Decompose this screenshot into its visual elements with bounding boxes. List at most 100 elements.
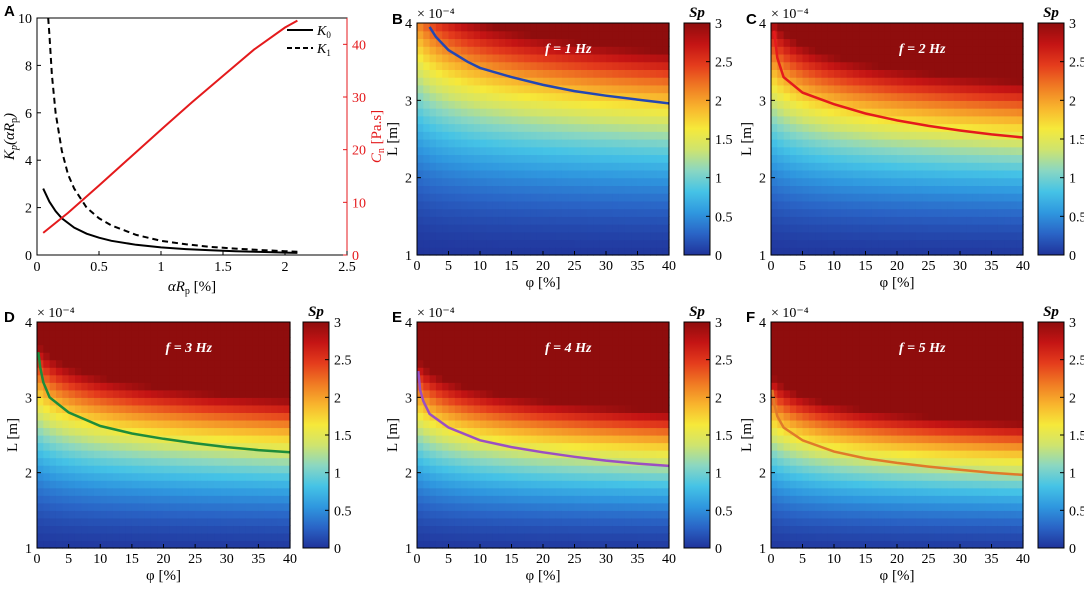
- heatmap-cell: [1016, 46, 1024, 55]
- heatmap-cell: [966, 247, 974, 256]
- heatmap-cell: [524, 404, 531, 413]
- heatmap-cell: [448, 540, 456, 549]
- heatmap-cell: [511, 495, 519, 504]
- heatmap-cell: [643, 193, 651, 202]
- heatmap-cell: [74, 472, 82, 481]
- heatmap-cell: [530, 404, 538, 413]
- heatmap-cell: [55, 472, 63, 481]
- heatmap-cell: [947, 139, 955, 148]
- heatmap-cell: [941, 108, 948, 117]
- heatmap-cell: [226, 329, 234, 338]
- heatmap-cell: [865, 193, 873, 202]
- heatmap-cell: [599, 216, 607, 225]
- heatmap-cell: [796, 185, 804, 194]
- heatmap-cell: [599, 367, 607, 376]
- heatmap-cell: [448, 450, 456, 459]
- heatmap-cell: [624, 322, 632, 331]
- heatmap-cell: [245, 457, 253, 466]
- heatmap-cell: [802, 61, 810, 70]
- heatmap-cell: [1004, 38, 1011, 47]
- heatmap-cell: [473, 115, 481, 125]
- heatmap-cell: [840, 247, 848, 256]
- heatmap-cell: [871, 177, 879, 186]
- heatmap-cell: [182, 427, 190, 436]
- heatmap-cell: [650, 329, 657, 338]
- heatmap-cell: [871, 185, 879, 194]
- heatmap-cell: [182, 382, 190, 391]
- heatmap-cell: [258, 329, 266, 338]
- heatmap-cell: [119, 374, 127, 383]
- heatmap-cell: [821, 200, 829, 210]
- heatmap-cell: [618, 442, 626, 451]
- heatmap-cell: [214, 457, 222, 466]
- heatmap-cell: [492, 427, 500, 436]
- heatmap-cell: [922, 115, 930, 125]
- heatmap-cell: [884, 162, 892, 171]
- heatmap-cell: [517, 193, 525, 202]
- heatmap-cell: [587, 480, 594, 489]
- heatmap-cell: [442, 465, 450, 474]
- heatmap-cell: [473, 427, 481, 436]
- heatmap-cell: [524, 139, 531, 148]
- heatmap-cell: [568, 450, 576, 459]
- heatmap-cell: [220, 374, 228, 383]
- heatmap-cell: [429, 84, 437, 94]
- heatmap-cell: [258, 457, 266, 466]
- heatmap-cell: [492, 84, 500, 94]
- heatmap-cell: [599, 115, 607, 125]
- heatmap-cell: [467, 540, 475, 549]
- heatmap-cell: [966, 162, 974, 171]
- heatmap-cell: [827, 115, 835, 125]
- heatmap-cell: [112, 502, 120, 511]
- heatmap-cell: [517, 169, 525, 179]
- heatmap-cell: [631, 23, 639, 32]
- heatmap-cell: [467, 359, 475, 368]
- heatmap-cell: [662, 185, 670, 194]
- heatmap-cell: [928, 216, 936, 225]
- heatmap-cell: [915, 46, 923, 55]
- heatmap-cell: [264, 465, 272, 474]
- heatmap-cell: [442, 123, 450, 132]
- heatmap-cell: [859, 61, 867, 70]
- heatmap-cell: [517, 224, 525, 233]
- heatmap-cell: [568, 115, 576, 125]
- heatmap-cell: [169, 525, 177, 534]
- heatmap-cell: [74, 427, 82, 436]
- heatmap-cell: [252, 510, 259, 519]
- heatmap-cell: [417, 38, 424, 47]
- heatmap-cell: [574, 139, 582, 148]
- heatmap-cell: [43, 442, 51, 451]
- heatmap-cell: [163, 510, 171, 519]
- heatmap-cell: [599, 208, 607, 217]
- heatmap-cell: [163, 525, 171, 534]
- heatmap-cell: [606, 131, 613, 140]
- heatmap-cell: [480, 162, 487, 171]
- heatmap-cell: [631, 231, 639, 241]
- heatmap-cell: [637, 329, 645, 338]
- heatmap-cell: [878, 208, 885, 217]
- heatmap-cell: [543, 131, 550, 140]
- heatmap-cell: [467, 30, 475, 40]
- heatmap-cell: [656, 61, 664, 70]
- heatmap-cell: [555, 487, 563, 496]
- heatmap-cell: [922, 224, 930, 233]
- heatmap-cell: [852, 185, 860, 194]
- heatmap-cell: [922, 216, 930, 225]
- heatmap-cell: [543, 177, 550, 186]
- heatmap-cell: [637, 185, 645, 194]
- heatmap-cell: [100, 465, 108, 474]
- heatmap-cell: [176, 397, 184, 406]
- heatmap-cell: [467, 239, 475, 248]
- heatmap-cell: [561, 46, 569, 55]
- heatmap-cell: [662, 69, 670, 78]
- heatmap-cell: [498, 419, 506, 429]
- heatmap-cell: [423, 216, 431, 225]
- heatmap-cell: [624, 53, 632, 63]
- heatmap-cell: [934, 224, 942, 233]
- heatmap-cell: [144, 472, 152, 481]
- heatmap-cell: [574, 397, 582, 406]
- heatmap-cell: [618, 53, 626, 63]
- heatmap-cell: [423, 92, 431, 101]
- heatmap-cell: [852, 146, 860, 156]
- heatmap-cell: [144, 525, 152, 534]
